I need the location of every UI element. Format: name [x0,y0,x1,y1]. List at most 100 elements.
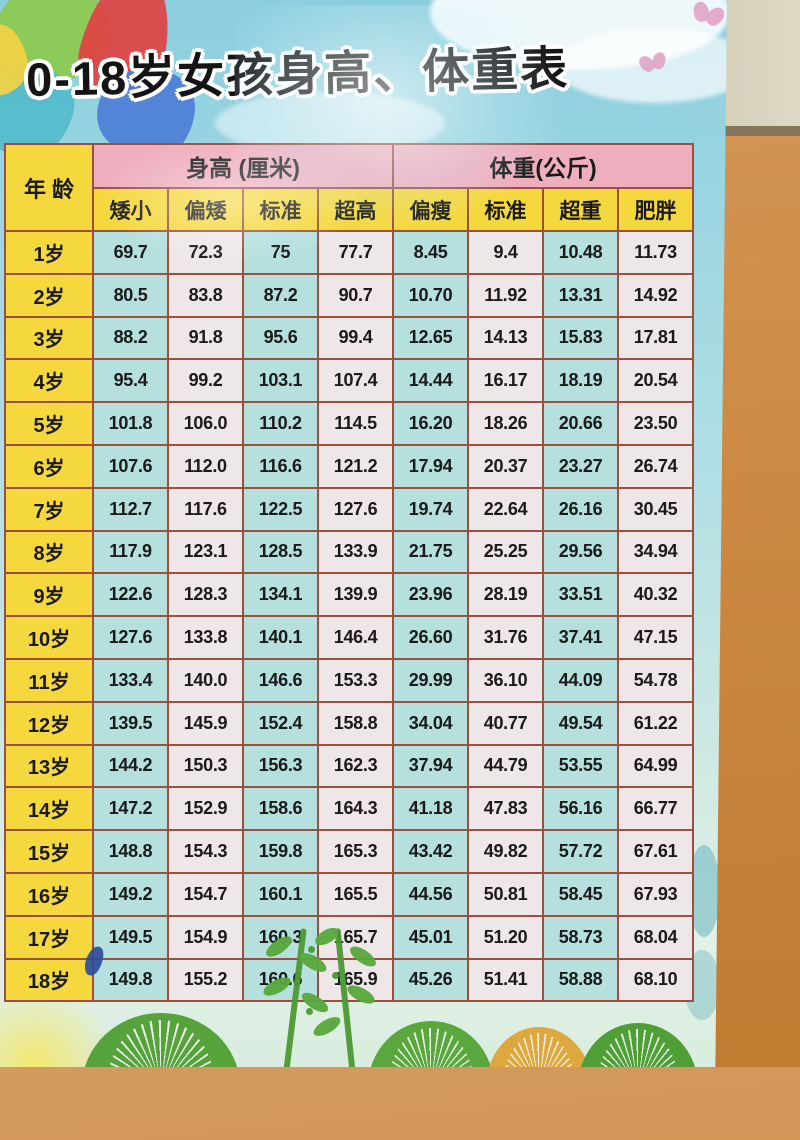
wall-groove-line [690,126,800,136]
table-row: 3岁 88.2 91.8 95.6 99.4 12.65 14.13 15.83 17.81 [4,315,695,361]
table-row: 8岁 117.9 123.1 128.5 133.9 21.75 25.25 29.56 34.… [4,529,695,575]
value-cell: 56.16 [542,786,620,832]
value-cell: 44.09 [542,657,620,703]
table-row: 5岁 101.8 106.0 110.2 114.5 16.20 18.26 20.66 23.… [4,401,695,446]
age-cell: 1岁 [4,230,94,275]
value-cell: 34.04 [392,700,470,746]
group-header-row: 年 龄 身高 (厘米) 体重(公斤) [4,143,695,232]
value-cell: 165.5 [316,871,395,917]
value-cell: 11.92 [467,272,545,318]
watercolor-blob [688,845,720,937]
value-cell: 162.3 [316,743,395,789]
value-cell: 112.7 [92,486,169,532]
age-cell: 2岁 [4,272,94,318]
value-cell: 14.92 [617,272,695,318]
value-cell: 37.94 [392,743,470,789]
value-cell: 144.2 [92,743,169,789]
value-cell: 17.81 [617,315,695,361]
value-cell: 12.65 [392,315,470,361]
value-cell: 107.4 [316,358,395,404]
value-cell: 17.94 [392,443,470,489]
value-cell: 26.60 [392,615,470,660]
value-cell: 18.26 [467,401,545,446]
table-row: 2岁 80.5 83.8 87.2 90.7 10.70 11.92 13.31 14.92 [4,272,695,318]
value-cell: 159.8 [242,829,319,874]
value-cell: 16.20 [392,401,470,446]
value-cell: 68.10 [617,957,695,1003]
value-cell: 110.2 [242,401,319,446]
value-cell: 128.3 [167,572,244,618]
value-cell: 53.55 [542,743,620,789]
value-cell: 154.9 [167,914,244,960]
age-cell: 8岁 [4,529,94,575]
value-cell: 90.7 [316,272,395,318]
age-cell: 6岁 [4,443,94,489]
value-cell: 9.4 [467,230,545,275]
value-cell: 139.9 [316,572,395,618]
value-cell: 26.74 [617,443,695,489]
value-cell: 13.31 [542,272,620,318]
table-row: 11岁 133.4 140.0 146.6 153.3 29.99 36.10 44.09 54… [4,657,695,703]
value-cell: 40.32 [617,572,695,618]
growth-chart-poster: 0-18岁女孩身高、体重表 年 龄 身高 (厘米) 体重(公斤) 矮小 偏矮 标… [0,0,727,1067]
value-cell: 155.2 [167,957,244,1003]
height-group-header: 身高 (厘米) [91,143,395,189]
value-cell: 160.1 [242,871,319,917]
value-cell: 165.3 [316,829,395,874]
value-cell: 18.19 [542,358,620,404]
age-cell: 13岁 [4,743,94,789]
value-cell: 146.4 [316,615,395,660]
value-cell: 10.70 [392,272,470,318]
value-cell: 122.5 [242,486,319,532]
value-cell: 77.7 [316,230,395,275]
value-cell: 68.04 [617,914,695,960]
value-cell: 107.6 [92,443,169,489]
value-cell: 61.22 [617,700,695,746]
value-cell: 23.50 [617,401,695,446]
value-cell: 16.17 [467,358,545,404]
value-cell: 127.6 [92,615,169,660]
value-cell: 69.7 [92,230,169,275]
table-row: 9岁 122.6 128.3 134.1 139.9 23.96 28.19 33.51 40.… [4,572,695,618]
value-cell: 66.77 [617,786,695,832]
value-cell: 139.5 [92,700,169,746]
value-cell: 29.99 [392,657,470,703]
age-column-header: 年 龄 [4,143,94,232]
value-cell: 140.1 [242,615,319,660]
value-cell: 14.44 [392,358,470,404]
table-row: 12岁 139.5 145.9 152.4 158.8 34.04 40.77 49.54 61… [4,700,695,746]
age-cell: 5岁 [4,401,94,446]
value-cell: 140.0 [167,657,244,703]
col-header-slim: 偏瘦 [392,187,470,232]
value-cell: 64.99 [617,743,695,789]
table-row: 6岁 107.6 112.0 116.6 121.2 17.94 20.37 23.27 26.… [4,443,695,489]
value-cell: 95.4 [92,358,169,404]
value-cell: 23.96 [392,572,470,618]
value-cell: 114.5 [316,401,395,446]
bush-icon [486,1027,592,1067]
value-cell: 156.3 [242,743,319,789]
value-cell: 44.56 [392,871,470,917]
table-row: 13岁 144.2 150.3 156.3 162.3 37.94 44.79 53.55 64… [4,743,695,789]
value-cell: 30.45 [617,486,695,532]
sub-header-row: 矮小 偏矮 标准 超高 偏瘦 标准 超重 肥胖 [5,187,695,232]
table-body: 1岁 69.7 72.3 75 77.7 8.45 9.4 10.48 11.73 2岁 80.5 8… [4,230,695,1003]
table-row: 10岁 127.6 133.8 140.1 146.4 26.60 31.76 37.41 47… [4,615,695,660]
value-cell: 123.1 [167,529,244,575]
bush-icon [368,1021,494,1067]
value-cell: 80.5 [92,272,169,318]
value-cell: 31.76 [467,615,545,660]
value-cell: 101.8 [92,401,169,446]
value-cell: 83.8 [167,272,244,318]
value-cell: 133.8 [167,615,244,660]
value-cell: 67.93 [617,871,695,917]
value-cell: 29.56 [542,529,620,575]
age-cell: 14岁 [4,786,94,832]
table-row: 17岁149.5154.9160.3165.745.0151.2058.7368… [4,914,695,960]
value-cell: 49.82 [467,829,545,874]
value-cell: 95.6 [242,315,319,361]
value-cell: 106.0 [167,401,244,446]
col-header-obese: 肥胖 [617,187,695,232]
value-cell: 99.4 [316,315,395,361]
value-cell: 45.26 [392,957,470,1003]
